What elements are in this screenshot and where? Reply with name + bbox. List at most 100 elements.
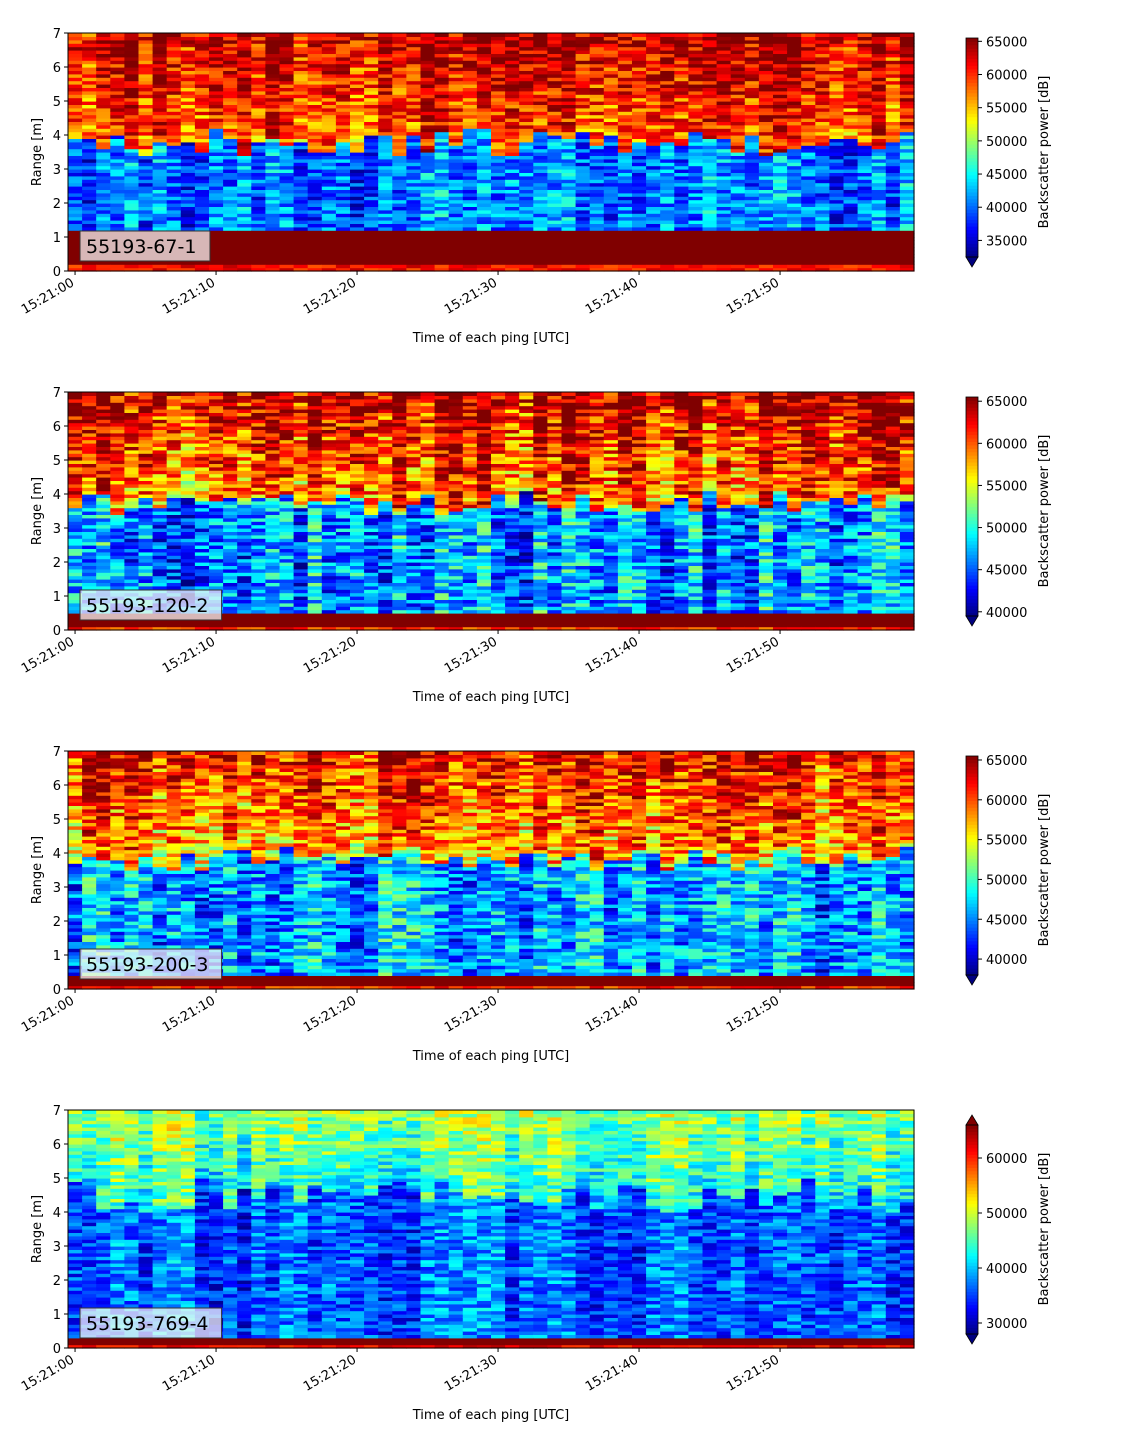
heatmap-cell (688, 200, 703, 204)
heatmap-cell (153, 419, 168, 423)
heatmap-cell (392, 244, 407, 248)
heatmap-cell (308, 234, 323, 238)
heatmap-cell (153, 142, 168, 146)
heatmap-cell (872, 166, 887, 170)
heatmap-cell (604, 132, 619, 136)
heatmap-cell (773, 193, 788, 197)
heatmap-cell (731, 210, 746, 214)
heatmap-cell (336, 132, 351, 136)
heatmap-cell (308, 264, 323, 268)
heatmap-cell (350, 142, 365, 146)
heatmap-cell (590, 183, 605, 187)
heatmap-cell (787, 234, 802, 238)
heatmap-cell (139, 200, 154, 204)
heatmap-cell (82, 470, 97, 474)
heatmap-cell (773, 159, 788, 163)
heatmap-cell (886, 264, 901, 268)
heatmap-cell (660, 200, 675, 204)
heatmap-cell (265, 227, 280, 231)
heatmap-cell (787, 200, 802, 204)
heatmap-cell (688, 264, 703, 268)
heatmap-cell (82, 159, 97, 163)
colorbar-segment (966, 178, 978, 182)
heatmap-cell (703, 234, 718, 238)
heatmap-cell (350, 166, 365, 170)
heatmap-cell (237, 142, 252, 146)
heatmap-cell (124, 132, 139, 136)
heatmap-cell (688, 244, 703, 248)
heatmap-cell (618, 183, 633, 187)
heatmap-cell (519, 176, 534, 180)
heatmap-cell (886, 234, 901, 238)
heatmap-cell (181, 436, 196, 440)
heatmap-cell (886, 142, 901, 146)
heatmap-cell (463, 210, 478, 214)
heatmap-cell (759, 244, 774, 248)
heatmap-cell (533, 183, 548, 187)
heatmap-cell (110, 132, 125, 136)
heatmap-cell (787, 176, 802, 180)
heatmap-cell (68, 149, 83, 153)
heatmap-cell (646, 166, 661, 170)
colorbar-segment (966, 161, 978, 165)
heatmap-cell (237, 149, 252, 153)
colorbar-segment (966, 240, 978, 244)
x-axis-label: Time of each ping [UTC] (412, 331, 570, 346)
colorbar-segment (966, 110, 978, 114)
heatmap-cell (110, 193, 125, 197)
heatmap-cell (265, 149, 280, 153)
heatmap-cell (562, 210, 577, 214)
heatmap-cell (139, 142, 154, 146)
heatmap-cell (618, 33, 633, 37)
heatmap-cell (900, 33, 915, 37)
heatmap-cell (68, 132, 83, 136)
heatmap-cell (900, 193, 915, 197)
heatmap-cell (646, 159, 661, 163)
colorbar-segment (966, 243, 978, 247)
heatmap-cell (96, 436, 111, 440)
heatmap-cell (787, 183, 802, 187)
heatmap-cell (562, 227, 577, 231)
heatmap-cell (294, 166, 309, 170)
y-tick-label: 3 (53, 163, 61, 178)
heatmap-cell (547, 227, 562, 231)
heatmap-cell (181, 402, 196, 406)
heatmap-cell (533, 234, 548, 238)
heatmap-cell (674, 33, 689, 37)
heatmap-cell (829, 176, 844, 180)
heatmap-cell (519, 193, 534, 197)
heatmap-cell (294, 159, 309, 163)
heatmap-cell (435, 217, 450, 221)
heatmap-cell (886, 159, 901, 163)
heatmap-cell (618, 234, 633, 238)
heatmap-cell (350, 193, 365, 197)
heatmap-cell (435, 244, 450, 248)
colorbar-segment (966, 213, 978, 217)
heatmap-cell (759, 234, 774, 238)
heatmap-cell (858, 132, 873, 136)
heatmap-cell (632, 183, 647, 187)
heatmap-cell (124, 193, 139, 197)
heatmap-cell (153, 159, 168, 163)
heatmap-cell (844, 244, 859, 248)
colorbar-tick-label: 40000 (986, 201, 1027, 216)
heatmap-cell (872, 183, 887, 187)
colorbar-segment (966, 38, 978, 42)
heatmap-cell (604, 176, 619, 180)
heatmap-cell (815, 234, 830, 238)
colorbar-segment (966, 79, 978, 83)
heatmap-cell (590, 200, 605, 204)
heatmap-cell (646, 217, 661, 221)
heatmap-cell (477, 132, 492, 136)
heatmap-cell (858, 142, 873, 146)
heatmap-cell (294, 217, 309, 221)
heatmap-cell (110, 392, 125, 396)
heatmap-cell (801, 132, 816, 136)
heatmap-cell (801, 210, 816, 214)
heatmap-cell (364, 183, 379, 187)
heatmap-cell (449, 149, 464, 153)
heatmap-cell (392, 217, 407, 221)
heatmap-cell (787, 33, 802, 37)
heatmap-cell (322, 210, 337, 214)
heatmap-cell (336, 264, 351, 268)
